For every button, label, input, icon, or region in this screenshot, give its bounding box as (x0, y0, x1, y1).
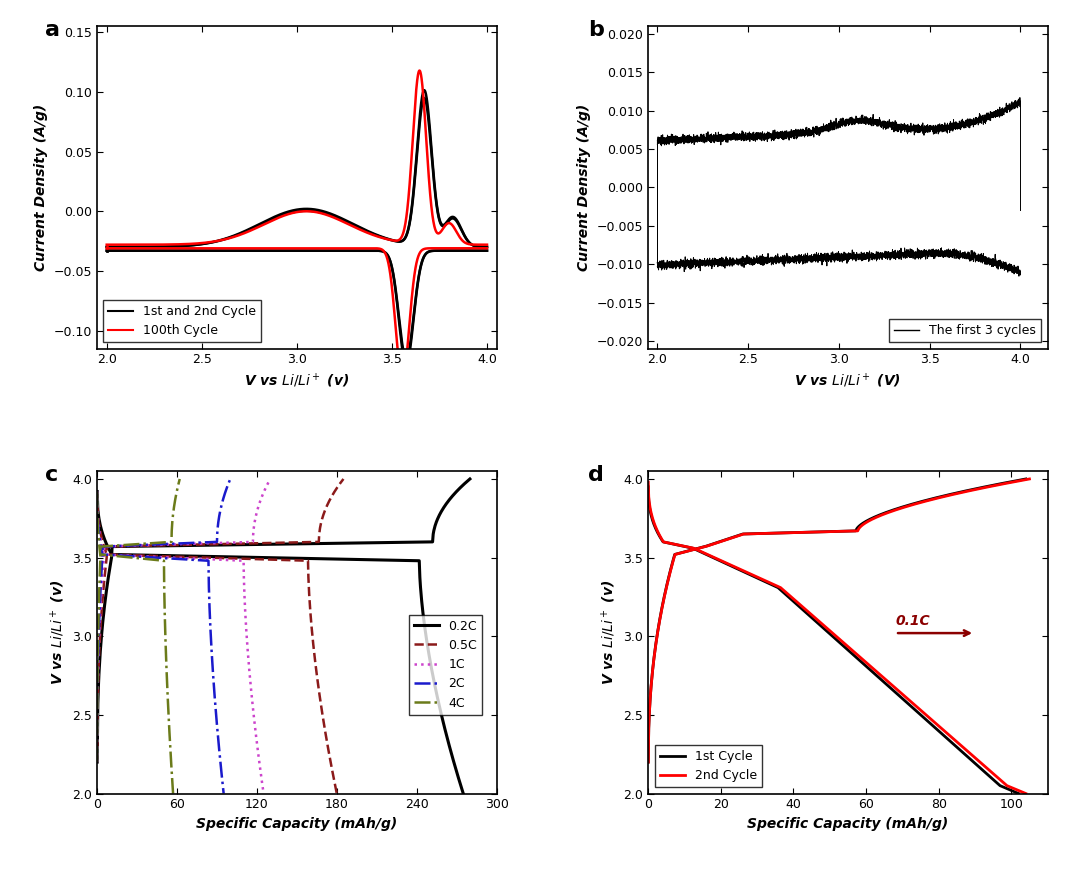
X-axis label: V vs $\mathit{Li/Li}$$^+$ (v): V vs $\mathit{Li/Li}$$^+$ (v) (244, 372, 350, 391)
Y-axis label: Current Density (A/g): Current Density (A/g) (578, 104, 592, 271)
Text: a: a (45, 20, 60, 40)
Y-axis label: V vs $\mathit{Li/Li}$$^+$ (v): V vs $\mathit{Li/Li}$$^+$ (v) (599, 580, 618, 685)
Text: 0.1C: 0.1C (895, 614, 930, 628)
Y-axis label: V vs $\mathit{Li/Li}$$^+$ (v): V vs $\mathit{Li/Li}$$^+$ (v) (49, 580, 67, 685)
Text: b: b (589, 20, 604, 40)
X-axis label: Specific Capacity (mAh/g): Specific Capacity (mAh/g) (197, 817, 397, 831)
Text: d: d (589, 465, 604, 485)
Legend: 1st and 2nd Cycle, 100th Cycle: 1st and 2nd Cycle, 100th Cycle (104, 300, 261, 343)
X-axis label: V vs $\mathit{Li/Li}$$^+$ (V): V vs $\mathit{Li/Li}$$^+$ (V) (795, 372, 902, 391)
X-axis label: Specific Capacity (mAh/g): Specific Capacity (mAh/g) (747, 817, 948, 831)
Y-axis label: Current Density (A/g): Current Density (A/g) (35, 104, 49, 271)
Legend: 0.2C, 0.5C, 1C, 2C, 4C: 0.2C, 0.5C, 1C, 2C, 4C (408, 615, 483, 714)
Legend: The first 3 cycles: The first 3 cycles (890, 319, 1041, 343)
Legend: 1st Cycle, 2nd Cycle: 1st Cycle, 2nd Cycle (654, 745, 761, 787)
Text: c: c (45, 465, 58, 485)
